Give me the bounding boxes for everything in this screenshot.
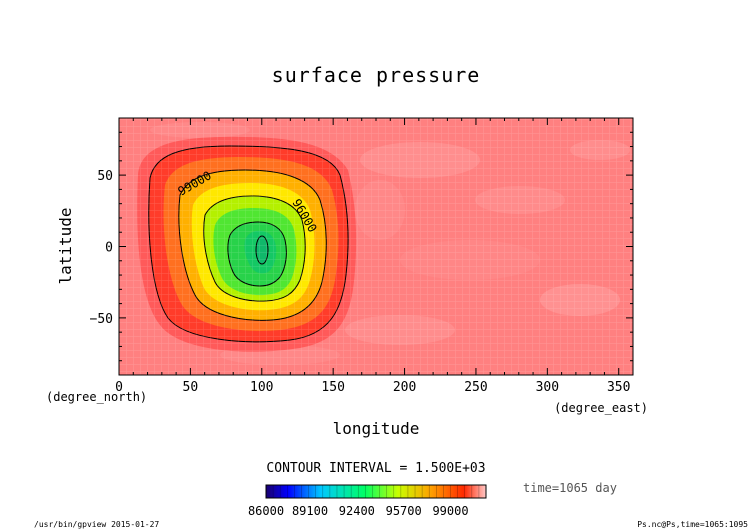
colorbar-tick-label: 95700 — [386, 504, 422, 518]
time-label: time=1065 day — [523, 481, 617, 495]
x-tick-label: 0 — [115, 380, 123, 395]
footer-right: Ps.nc@Ps,time=1065:1095 — [637, 520, 748, 529]
footer-left: /usr/bin/gpview 2015-01-27 — [34, 520, 159, 529]
colorbar-tick-label: 92400 — [339, 504, 375, 518]
chart-title: surface pressure — [272, 63, 481, 87]
y-tick-label: 0 — [105, 241, 113, 256]
x-tick-label: 250 — [464, 380, 487, 395]
fine-grid-overlay — [119, 118, 633, 375]
colorbar-ticks: 86000 89100 92400 95700 99000 — [248, 504, 469, 518]
x-axis-ticks: 0 50 100 150 200 250 300 350 — [115, 118, 630, 395]
x-tick-label: 300 — [536, 380, 559, 395]
x-tick-label: 100 — [250, 380, 273, 395]
y-axis-label: latitude — [56, 207, 75, 284]
colorbar-tick-label: 89100 — [292, 504, 328, 518]
y-tick-label: −50 — [90, 312, 113, 327]
x-tick-label: 200 — [393, 380, 416, 395]
colorbar — [266, 485, 486, 498]
x-tick-label: 50 — [183, 380, 199, 395]
y-tick-label: 50 — [97, 169, 113, 184]
y-unit-label: (degree_north) — [46, 390, 147, 404]
colorbar-frame — [265, 484, 487, 499]
y-axis-ticks: 50 0 −50 — [90, 131, 633, 362]
x-unit-label: (degree_east) — [554, 401, 648, 415]
contour-interval-text: CONTOUR INTERVAL = 1.500E+03 — [266, 461, 485, 476]
x-tick-label: 150 — [321, 380, 344, 395]
colorbar-tick-label: 99000 — [432, 504, 468, 518]
colorbar-tick-label: 86000 — [248, 504, 284, 518]
plot-area: 99000 96000 — [119, 118, 633, 375]
x-axis-label: longitude — [333, 419, 420, 438]
x-tick-label: 350 — [607, 380, 630, 395]
